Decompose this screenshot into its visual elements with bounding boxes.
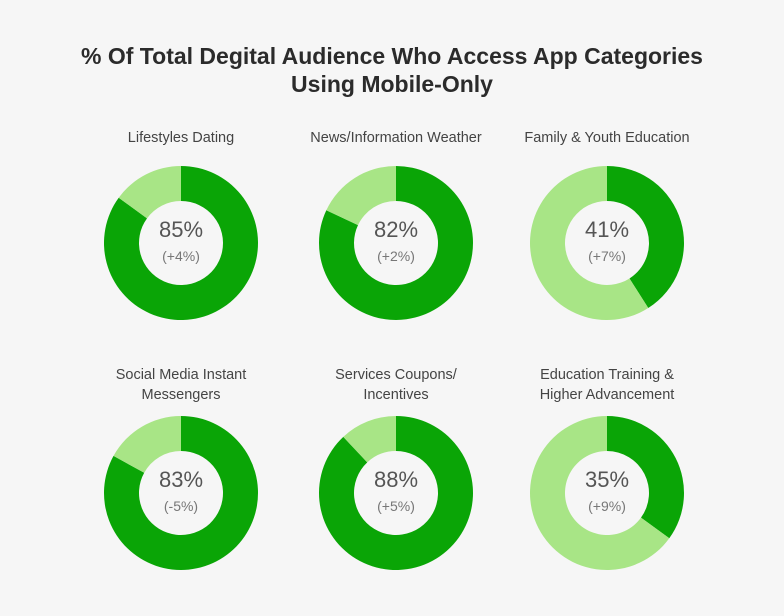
donut-value-segment	[103, 166, 258, 320]
donut-chart: 88% (+5%)	[319, 416, 473, 570]
donut-label-line: Social Media Instant	[115, 367, 247, 383]
donut-value-segment	[319, 166, 473, 320]
donut-chart: 82% (+2%)	[319, 166, 473, 320]
donut-chart: 85% (+4%)	[103, 166, 258, 320]
donut-value-label: 41%	[585, 217, 629, 242]
donut-change-label: (-5%)	[164, 498, 198, 514]
donut-label-line: Services Coupons/	[335, 367, 457, 383]
donut-label-line: Incentives	[363, 387, 429, 403]
donut-label-line: Education Training &	[540, 367, 674, 383]
donut-change-label: (+4%)	[162, 248, 200, 264]
donut-value-label: 88%	[374, 467, 418, 492]
donut-change-label: (+9%)	[588, 498, 626, 514]
donut-remainder-segment	[343, 416, 396, 463]
donut-chart: 83% (-5%)	[104, 416, 259, 570]
donut-value-label: 83%	[159, 467, 203, 492]
donut-value-label: 35%	[585, 467, 629, 492]
donut-value-label: 85%	[159, 217, 203, 242]
donut-remainder-segment	[530, 416, 670, 570]
donut-label: Services Coupons/Incentives	[276, 365, 516, 405]
donut-chart: 41% (+7%)	[530, 166, 684, 320]
donut-label-line: Higher Advancement	[539, 387, 675, 403]
donut-remainder-segment	[326, 166, 396, 226]
donut-value-segment	[607, 166, 684, 309]
donut-remainder-segment	[113, 416, 181, 473]
chart-title-line-2: Using Mobile-Only	[291, 71, 493, 97]
donut-change-label: (+7%)	[588, 248, 626, 264]
donut-label: Family & Youth Education	[487, 128, 727, 148]
donut-remainder-segment	[530, 166, 649, 320]
donut-value-segment	[607, 416, 684, 539]
donut-label: News/Information Weather	[276, 128, 516, 148]
chart-title-line-1: % Of Total Degital Audience Who Access A…	[81, 43, 703, 69]
donut-value-segment	[104, 416, 259, 570]
donut-change-label: (+5%)	[377, 498, 415, 514]
donut-change-label: (+2%)	[377, 248, 415, 264]
donut-label-line: Lifestyles Dating	[127, 130, 235, 146]
donut-label: Lifestyles Dating	[61, 128, 301, 148]
donut-chart: 35% (+9%)	[530, 416, 684, 570]
donut-label-line: Messengers	[141, 387, 221, 403]
donut-label-line: News/Information Weather	[310, 130, 482, 146]
donut-label: Social Media Instant Messengers	[61, 365, 301, 405]
donut-label-line: Family & Youth Education	[524, 130, 690, 146]
donut-value-label: 82%	[374, 217, 418, 242]
donut-value-segment	[319, 416, 473, 570]
chart-title: % Of Total Degital Audience Who Access A…	[0, 42, 784, 98]
donut-label: Education Training & Higher Advancement	[487, 365, 727, 405]
donut-remainder-segment	[118, 166, 181, 219]
